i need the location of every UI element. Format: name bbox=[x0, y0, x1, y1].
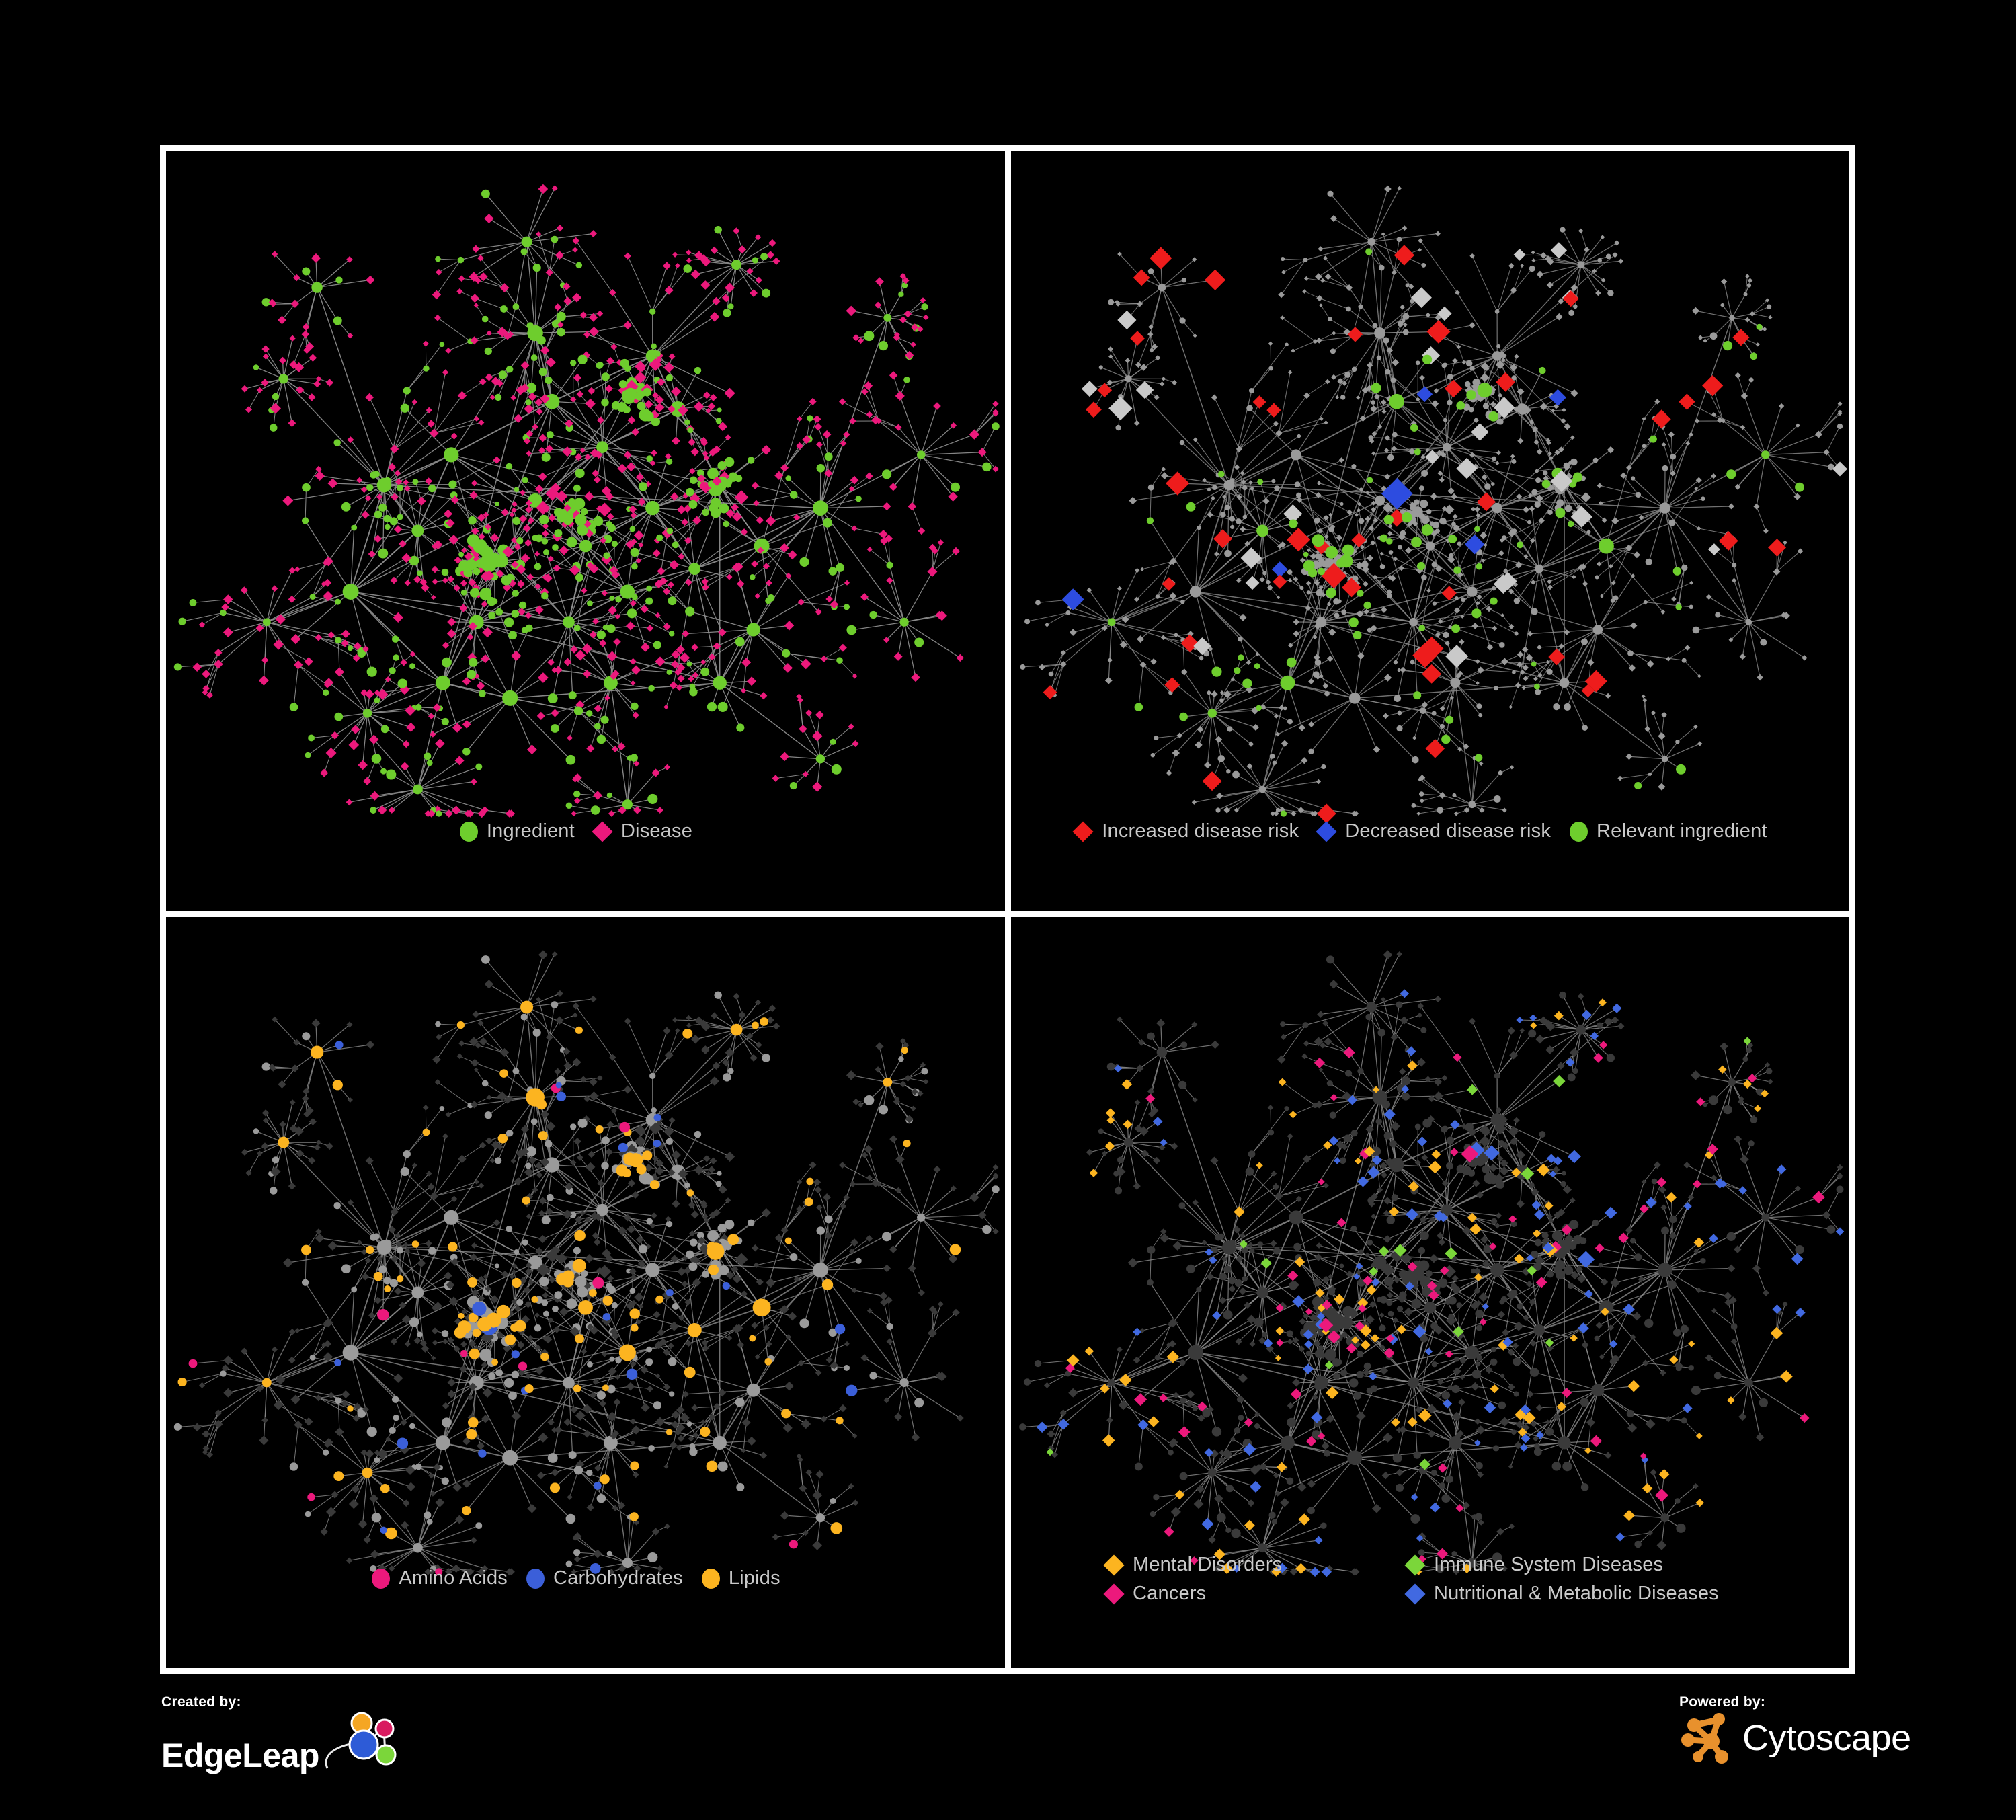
figure-footer: Created by: EdgeLeap Powered by: bbox=[0, 1679, 2016, 1817]
network-graph-ingredient-disease bbox=[173, 184, 1000, 818]
cytoscape-kicker: Powered by: bbox=[1679, 1694, 1766, 1710]
cytoscape-branding: Powered by: bbox=[1679, 1694, 1911, 1766]
panel-ingredient-class: Amino Acids Carbohydrates Lipids bbox=[166, 917, 1005, 1668]
cytoscape-wordmark: Cytoscape bbox=[1742, 1718, 1911, 1758]
network-graph-disease-risk bbox=[1020, 185, 1848, 824]
panel-disease-class: Mental Disorders Immune System Diseases Ca… bbox=[1011, 917, 1849, 1668]
panel-disease-risk: Increased disease risk Decreased disease … bbox=[1011, 151, 1849, 911]
figure-frame: Ingredient Disease Increased disease risk… bbox=[160, 145, 1855, 1674]
edgeleap-wordmark: EdgeLeap bbox=[161, 1737, 319, 1774]
edgeleap-kicker: Created by: bbox=[161, 1694, 241, 1710]
network-graph-disease-class bbox=[1019, 950, 1845, 1577]
panel-ingredient-disease: Ingredient Disease bbox=[166, 151, 1005, 911]
edgeleap-logo-icon bbox=[325, 1712, 397, 1769]
panel-divider-vertical bbox=[1005, 151, 1011, 1668]
network-graph-ingredient-class bbox=[173, 950, 1000, 1576]
cytoscape-logo-icon bbox=[1681, 1713, 1728, 1764]
panel-divider-horizontal bbox=[166, 911, 1849, 917]
edgeleap-branding: Created by: EdgeLeap bbox=[161, 1694, 400, 1772]
